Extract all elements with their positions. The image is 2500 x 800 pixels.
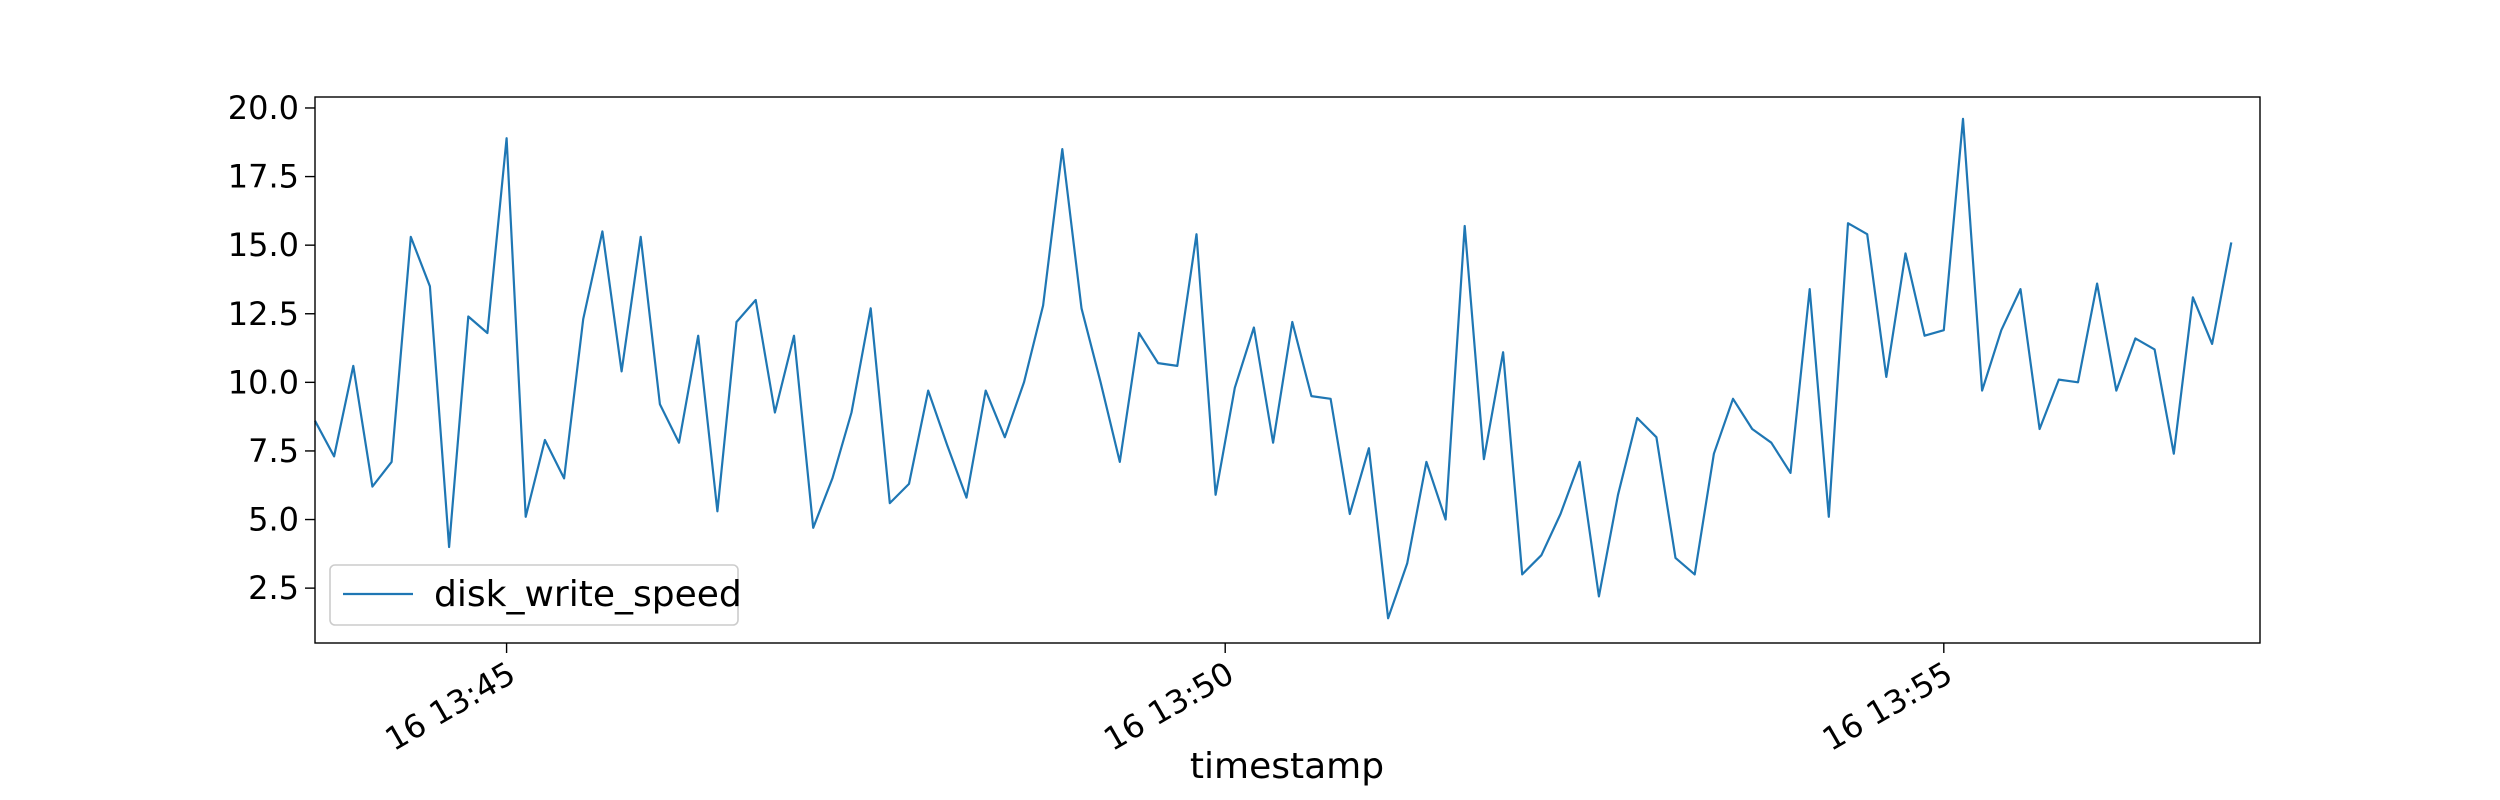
y-tick-label: 7.5	[248, 432, 299, 470]
y-tick-label: 5.0	[248, 501, 299, 539]
y-axis: 2.5 5.0 7.5 10.0 12.5 15.0 17.5 20.0	[228, 89, 315, 607]
y-tick-label: 17.5	[228, 158, 299, 196]
y-tick-label: 20.0	[228, 89, 299, 127]
series-layer	[314, 117, 2233, 620]
y-tick-label: 10.0	[228, 363, 299, 401]
y-tick-label: 12.5	[228, 295, 299, 333]
legend: disk_write_speed	[329, 564, 742, 626]
legend-box	[329, 564, 739, 626]
plot-frame	[314, 96, 2261, 644]
series-line-disk-write-speed	[314, 117, 2233, 620]
x-axis-label: timestamp	[1190, 746, 1384, 787]
y-tick-label: 15.0	[228, 226, 299, 264]
y-tick-label: 2.5	[248, 569, 299, 607]
legend-label: disk_write_speed	[434, 574, 742, 615]
